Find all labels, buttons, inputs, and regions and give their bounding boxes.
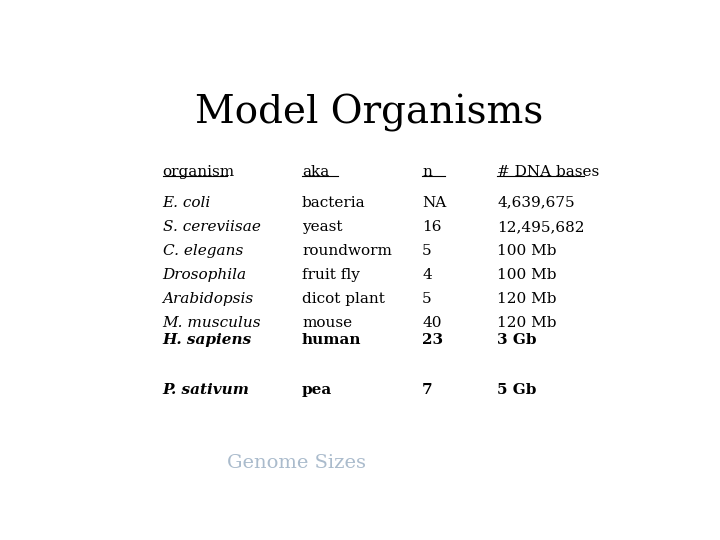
Text: roundworm: roundworm [302, 244, 392, 258]
Text: 5: 5 [422, 292, 431, 306]
Text: bacteria: bacteria [302, 196, 366, 210]
Text: 23: 23 [422, 333, 443, 347]
Text: E. coli: E. coli [163, 196, 211, 210]
Text: fruit fly: fruit fly [302, 268, 360, 282]
Text: 4: 4 [422, 268, 432, 282]
Text: NA: NA [422, 196, 446, 210]
Text: organism: organism [163, 165, 235, 179]
Text: 100 Mb: 100 Mb [498, 244, 557, 258]
Text: # DNA bases: # DNA bases [498, 165, 600, 179]
Text: 120 Mb: 120 Mb [498, 316, 557, 330]
Text: aka: aka [302, 165, 329, 179]
Text: 120 Mb: 120 Mb [498, 292, 557, 306]
Text: S. cereviisae: S. cereviisae [163, 220, 261, 234]
Text: dicot plant: dicot plant [302, 292, 385, 306]
Text: M. musculus: M. musculus [163, 316, 261, 330]
Text: pea: pea [302, 383, 333, 397]
Text: Arabidopsis: Arabidopsis [163, 292, 253, 306]
Text: mouse: mouse [302, 316, 352, 330]
Text: 5 Gb: 5 Gb [498, 383, 536, 397]
Text: 100 Mb: 100 Mb [498, 268, 557, 282]
Text: 12,495,682: 12,495,682 [498, 220, 585, 234]
Text: C. elegans: C. elegans [163, 244, 243, 258]
Text: Model Organisms: Model Organisms [195, 94, 543, 132]
Text: 16: 16 [422, 220, 441, 234]
Text: H. sapiens: H. sapiens [163, 333, 252, 347]
Text: human: human [302, 333, 361, 347]
Text: P. sativum: P. sativum [163, 383, 249, 397]
Text: 40: 40 [422, 316, 441, 330]
Text: Genome Sizes: Genome Sizes [227, 454, 366, 471]
Text: yeast: yeast [302, 220, 343, 234]
Text: 3 Gb: 3 Gb [498, 333, 537, 347]
Text: n: n [422, 165, 432, 179]
Text: 7: 7 [422, 383, 433, 397]
Text: 4,639,675: 4,639,675 [498, 196, 575, 210]
Text: Drosophila: Drosophila [163, 268, 247, 282]
Text: 5: 5 [422, 244, 431, 258]
